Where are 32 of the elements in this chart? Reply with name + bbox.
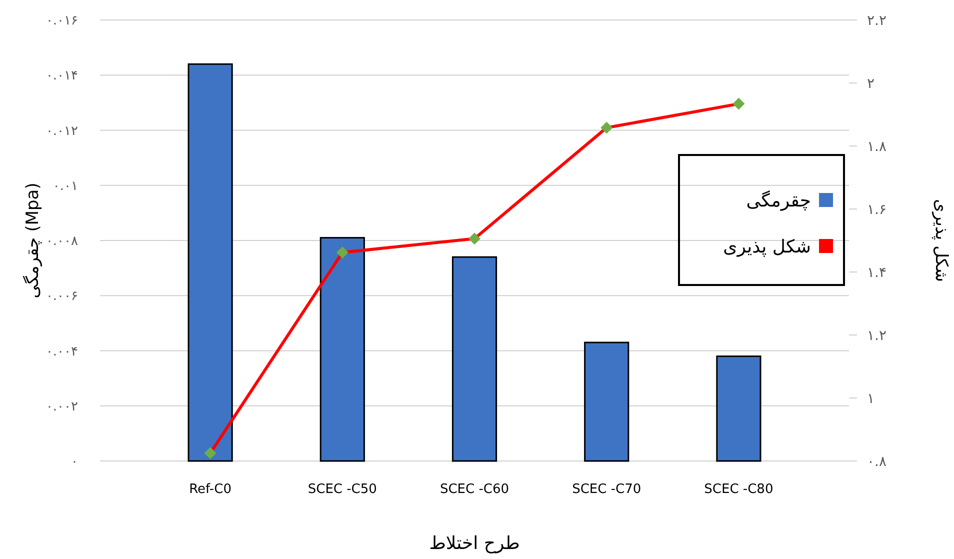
y2-tick-label: ۰.۸ (867, 454, 887, 470)
y-tick-label: ۰.۰۱۶ (46, 14, 78, 29)
y2-axis-title: شکل پذیری (931, 199, 951, 282)
x-tick-label: SCEC -C70 (572, 482, 642, 497)
bar (584, 342, 630, 462)
y2-tick-label: ۱.۸ (867, 138, 887, 155)
y-axis-title: چقرمگی (Mpa) (22, 182, 43, 298)
y-tick-label: ۰.۰۱ (52, 178, 78, 194)
y2-tick-label: ۲.۲ (867, 12, 886, 29)
bar (452, 256, 498, 462)
x-axis-title: طرح اختلاط (429, 533, 520, 554)
y2-tick-label: ۱.۴ (867, 264, 886, 281)
x-tick-label: SCEC -C50 (308, 482, 377, 497)
y-tick-label: ۰.۰۰۲ (46, 399, 78, 414)
y2-tick-label: ۲ (867, 76, 875, 92)
y2-tick-label: ۱.۶ (867, 202, 886, 218)
x-tick-label: SCEC -C80 (704, 482, 774, 497)
bar (320, 236, 365, 462)
y-tick-label: ۰.۰۱۲ (46, 124, 78, 139)
y-tick-label: ۰.۰۰۴ (46, 344, 78, 360)
legend-label: چقرمگی (746, 189, 811, 212)
legend-label: شکل پذیری (723, 236, 811, 258)
y-tick-label: ۰.۰۰۶ (46, 289, 78, 304)
y-tick-label: ۰.۰۰۸ (46, 234, 78, 250)
x-tick-label: Ref-C0 (189, 482, 232, 497)
y2-tick-label: ۱.۲ (867, 328, 886, 344)
y2-tick-label: ۱ (867, 390, 875, 407)
y-tick-label: ۰ (71, 454, 78, 470)
bar (188, 63, 233, 462)
y-tick-label: ۰.۰۱۴ (46, 68, 78, 84)
bar (716, 356, 762, 462)
x-tick-label: SCEC -C60 (440, 482, 510, 497)
